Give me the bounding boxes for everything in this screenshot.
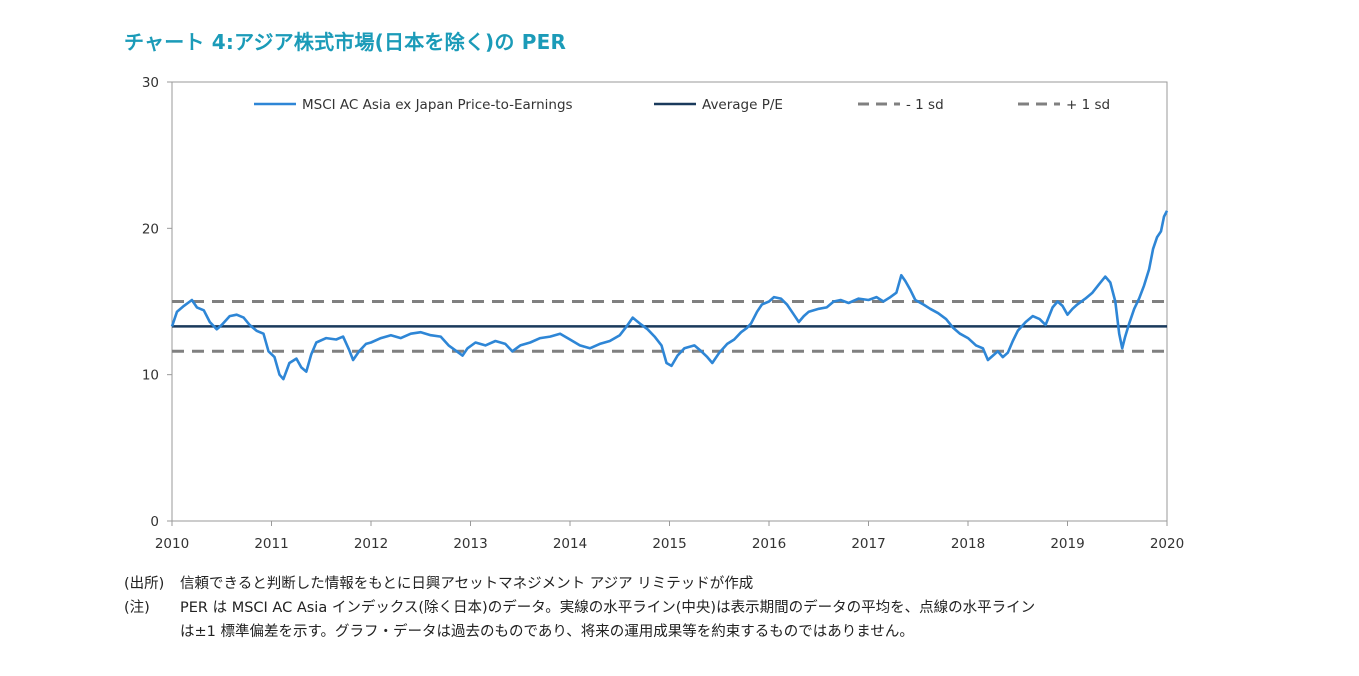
y-tick-label: 10 (142, 368, 159, 384)
x-tick-label: 2020 (1150, 536, 1184, 552)
source-tag: (出所) (124, 576, 165, 592)
chart-notes: (出所) 信頼できると判断した情報をもとに日興アセットマネジメント アジア リミ… (124, 572, 1035, 644)
legend-label: + 1 sd (1066, 97, 1110, 113)
x-tick-label: 2018 (951, 536, 985, 552)
note-line-2: は±1 標準偏差を示す。グラフ・データは過去のものであり、将来の運用成果等を約束… (180, 624, 914, 640)
legend-label: Average P/E (702, 97, 783, 113)
y-tick-label: 30 (142, 75, 159, 91)
chart-axes: 2010 2011 2012 2013 2014 2015 2016 2017 2018 2019… (142, 75, 1184, 552)
y-tick-label: 20 (142, 221, 159, 237)
x-tick-label: 2014 (553, 536, 587, 552)
legend-label: MSCI AC Asia ex Japan Price-to-Earnings (302, 97, 573, 113)
x-tick-label: 2013 (453, 536, 487, 552)
source-text: 信頼できると判断した情報をもとに日興アセットマネジメント アジア リミテッドが作… (180, 576, 754, 592)
series-line-msci-pe (170, 210, 1169, 381)
y-tick-label: 0 (150, 514, 159, 530)
x-tick-label: 2010 (155, 536, 189, 552)
x-tick-label: 2011 (254, 536, 288, 552)
chart-title: チャート 4:アジア株式市場(日本を除く)の PER (124, 30, 567, 54)
x-tick-label: 2016 (752, 536, 786, 552)
x-tick-label: 2015 (652, 536, 686, 552)
chart-legend: MSCI AC Asia ex Japan Price-to-Earnings A… (254, 97, 1110, 113)
data-series (170, 210, 1169, 381)
reference-lines (172, 300, 1167, 353)
x-tick-label: 2017 (851, 536, 885, 552)
note-line-1: PER は MSCI AC Asia インデックス(除く日本)のデータ。実線の水… (180, 600, 1036, 616)
x-tick-label: 2019 (1050, 536, 1084, 552)
x-tick-label: 2012 (354, 536, 388, 552)
legend-label: - 1 sd (906, 97, 944, 113)
note-tag: (注) (124, 600, 150, 616)
